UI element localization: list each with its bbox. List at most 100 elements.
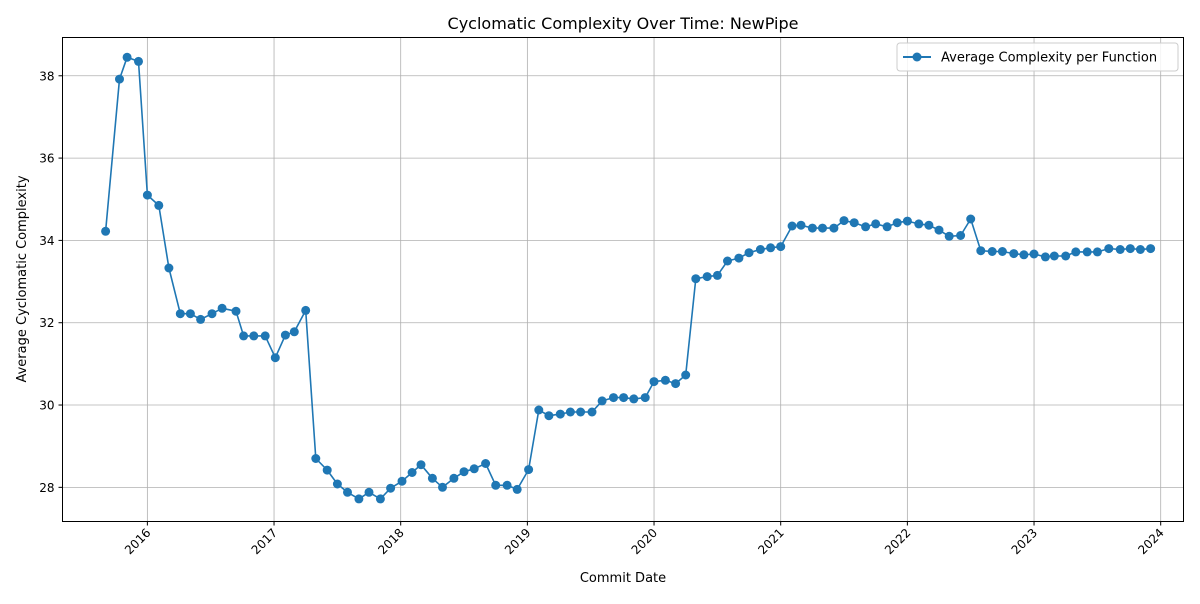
y-axis-label: Average Cyclomatic Complexity xyxy=(15,175,30,382)
chart-title: Cyclomatic Complexity Over Time: NewPipe xyxy=(448,14,799,33)
data-point xyxy=(976,246,986,256)
data-point xyxy=(1146,244,1156,254)
data-point xyxy=(576,407,586,417)
data-point xyxy=(207,309,217,319)
data-point xyxy=(744,248,754,258)
data-point xyxy=(776,242,786,252)
plot-area xyxy=(101,52,1156,504)
data-point xyxy=(375,494,385,504)
legend-box xyxy=(896,42,1179,72)
data-point xyxy=(134,56,143,66)
plot-frame xyxy=(62,37,1184,522)
data-point xyxy=(787,221,797,231)
data-point xyxy=(861,222,871,232)
data-point xyxy=(142,190,152,200)
y-tick-label: 30 xyxy=(39,399,54,413)
data-point xyxy=(196,314,206,324)
data-point xyxy=(231,306,241,316)
data-point xyxy=(934,225,944,235)
data-point xyxy=(987,247,997,256)
data-point xyxy=(185,309,195,319)
data-point xyxy=(1071,247,1081,257)
data-point xyxy=(115,74,124,84)
data-point xyxy=(829,223,839,233)
data-point xyxy=(175,309,185,319)
data-point xyxy=(640,393,650,403)
data-point xyxy=(544,411,554,421)
x-axis-label: Commit Date xyxy=(580,571,666,586)
data-point xyxy=(364,487,374,497)
data-point xyxy=(1092,247,1102,257)
data-point xyxy=(902,216,912,226)
data-point xyxy=(502,480,512,490)
data-point xyxy=(427,473,437,483)
data-point xyxy=(332,479,342,489)
y-tick-label: 36 xyxy=(39,152,54,166)
data-point xyxy=(871,219,881,229)
data-point xyxy=(280,330,290,340)
y-tick-label: 32 xyxy=(39,316,54,330)
data-point xyxy=(1061,251,1071,261)
data-point xyxy=(660,375,670,385)
data-point xyxy=(997,247,1007,256)
data-point xyxy=(1009,249,1019,259)
data-point xyxy=(712,270,722,280)
series-line xyxy=(104,56,1151,500)
data-point xyxy=(723,256,732,266)
data-point xyxy=(966,214,976,224)
y-tick-label: 34 xyxy=(39,234,54,248)
data-point xyxy=(1029,249,1039,259)
data-point xyxy=(311,454,321,463)
data-point xyxy=(459,467,469,477)
y-tick-label: 38 xyxy=(39,69,54,83)
data-point xyxy=(671,379,681,389)
data-point xyxy=(609,393,618,403)
data-point xyxy=(239,331,249,341)
data-point xyxy=(1135,245,1145,254)
data-point xyxy=(386,483,396,493)
data-point xyxy=(397,476,407,486)
data-point xyxy=(956,231,966,240)
data-point xyxy=(343,487,352,497)
data-point xyxy=(702,272,712,282)
data-point xyxy=(534,405,544,415)
data-point xyxy=(766,243,776,253)
legend: Average Complexity per Function xyxy=(896,42,1179,72)
data-point xyxy=(101,226,111,236)
data-point xyxy=(565,407,575,417)
data-point xyxy=(849,218,859,228)
data-point xyxy=(1049,251,1059,261)
data-point xyxy=(914,219,924,229)
data-point xyxy=(289,327,299,337)
data-point xyxy=(481,459,491,468)
y-tick-label: 28 xyxy=(39,481,54,495)
data-point xyxy=(924,220,934,230)
data-point xyxy=(407,468,417,477)
data-point xyxy=(796,220,806,230)
data-point xyxy=(691,274,701,284)
data-point xyxy=(301,305,311,315)
data-point xyxy=(469,464,479,474)
data-point xyxy=(1019,250,1029,260)
data-point xyxy=(839,216,849,226)
data-point xyxy=(438,482,447,492)
data-point xyxy=(1125,244,1135,254)
data-point xyxy=(512,484,522,494)
grid-lines xyxy=(62,37,1184,522)
data-point xyxy=(587,407,597,417)
data-point xyxy=(322,465,332,475)
data-point xyxy=(555,409,565,419)
data-point xyxy=(217,303,227,313)
data-point xyxy=(892,218,902,228)
data-point xyxy=(649,377,659,387)
data-point xyxy=(1115,245,1125,254)
data-point xyxy=(416,460,426,470)
data-point xyxy=(1040,252,1050,262)
legend-label: Average Complexity per Function xyxy=(941,51,1157,66)
data-point xyxy=(260,331,270,341)
data-point xyxy=(449,473,459,483)
data-point xyxy=(270,353,280,363)
legend-marker-swatch xyxy=(912,52,922,62)
